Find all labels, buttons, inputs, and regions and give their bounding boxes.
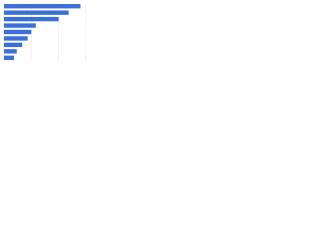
page: (() => { const data = JSON.parse(documen… <box>0 0 320 71</box>
bar <box>4 29 32 35</box>
bar <box>4 23 36 28</box>
bar <box>4 49 17 54</box>
bar <box>4 36 28 41</box>
bar <box>4 16 59 22</box>
bar <box>4 4 81 9</box>
bar <box>4 42 23 48</box>
bar <box>4 55 15 60</box>
bar <box>4 10 69 15</box>
chart <box>3 3 87 61</box>
